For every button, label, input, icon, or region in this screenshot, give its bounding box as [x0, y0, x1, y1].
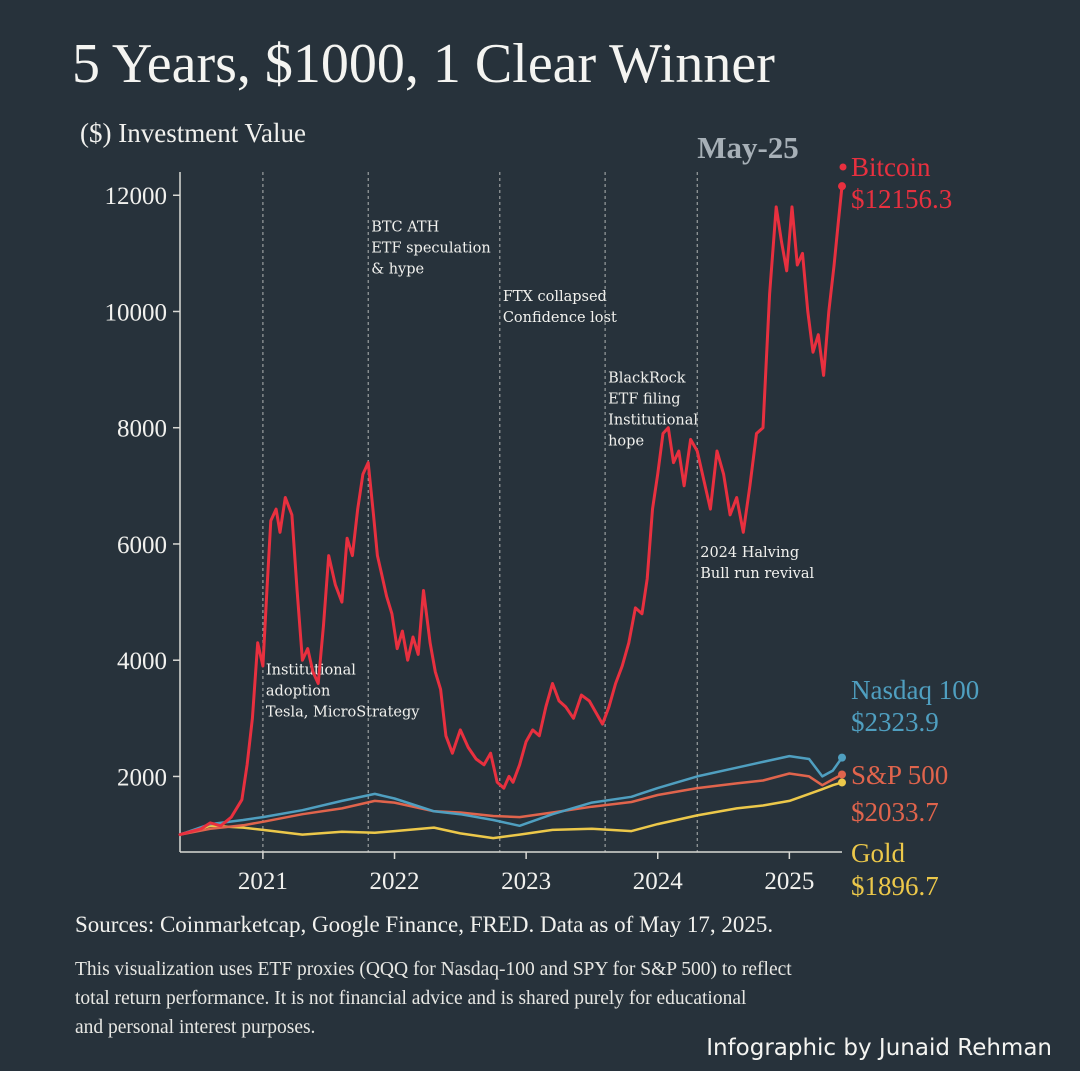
end-value-bitcoin: $12156.3 — [851, 184, 952, 214]
disclaimer-line-1: This visualization uses ETF proxies (QQQ… — [75, 959, 792, 980]
y-tick-4000: 4000 — [117, 648, 167, 675]
event-annotations: Institutional adoption Tesla, MicroStrateg… — [262, 172, 815, 852]
series-line-s-p-500 — [178, 772, 844, 836]
event-label-3-2: Confidence lost — [503, 310, 617, 326]
sources-note: Sources: Coinmarketcap, Google Finance, … — [75, 912, 773, 937]
event-label-2-1: BTC ATH — [371, 219, 439, 235]
y-axis-label: ($) Investment Value — [80, 118, 306, 148]
end-labels: Bitcoin$12156.3 Nasdaq 100$2323.9 S&P 500 $… — [839, 152, 979, 901]
x-tick-2024: 2024 — [633, 868, 684, 895]
event-label-1-2: adoption — [266, 684, 330, 700]
series-line-bitcoin — [178, 184, 844, 837]
marker-label: May-25 — [697, 130, 799, 165]
end-label-s-p-500: S&P 500 — [851, 760, 948, 790]
end-point-bitcoin — [838, 182, 846, 191]
event-label-1-1: Institutional — [266, 663, 356, 679]
x-tick-2021: 2021 — [238, 868, 288, 895]
end-value-s-p-500: $2033.7 — [851, 797, 939, 827]
series-line-gold — [178, 781, 844, 840]
end-value-nasdaq-100: $2323.9 — [851, 707, 939, 737]
event-label-2-3: & hype — [371, 261, 424, 277]
y-tick-6000: 6000 — [117, 532, 167, 559]
end-point-s-p-500 — [838, 770, 846, 779]
y-tick-8000: 8000 — [117, 416, 167, 443]
end-label-bitcoin: Bitcoin — [851, 152, 931, 182]
x-tick-2023: 2023 — [501, 868, 551, 895]
y-tick-2000: 2000 — [117, 764, 167, 791]
legend-dot-bitcoin — [839, 163, 847, 171]
event-label-4-2: ETF filing — [608, 391, 681, 407]
y-tick-10000: 10000 — [105, 299, 168, 326]
event-label-4-1: BlackRock — [608, 370, 686, 386]
credit-label: Infographic by Junaid Rehman — [706, 1035, 1052, 1061]
end-point-nasdaq-100 — [838, 753, 846, 762]
y-tick-12000: 12000 — [105, 183, 168, 210]
end-value-gold: $1896.7 — [851, 871, 939, 901]
page-title: 5 Years, $1000, 1 Clear Winner — [72, 33, 775, 95]
x-tick-2025: 2025 — [764, 868, 814, 895]
end-label-nasdaq-100: Nasdaq 100 — [851, 675, 979, 705]
disclaimer-line-3: and personal interest purposes. — [75, 1017, 315, 1038]
event-label-5-1: 2024 Halving — [700, 545, 799, 561]
event-label-1-3: Tesla, MicroStrategy — [266, 705, 420, 721]
event-label-4-4: hope — [608, 433, 644, 449]
event-label-3-1: FTX collapsed — [503, 289, 607, 305]
event-label-2-2: ETF speculation — [371, 240, 491, 256]
axes: 2000 4000 6000 8000 10000 12000 2021 2022 2023 20… — [105, 172, 842, 895]
disclaimer-line-2: total return performance. It is not fina… — [75, 988, 747, 1009]
may-25-marker: May-25 — [697, 130, 799, 165]
series-line-nasdaq-100 — [178, 754, 844, 836]
end-label-gold: Gold — [851, 838, 906, 868]
series-lines — [178, 182, 846, 840]
end-point-gold — [838, 778, 846, 787]
event-label-4-3: Institutional — [608, 412, 698, 428]
x-tick-2022: 2022 — [370, 868, 420, 895]
event-label-5-2: Bull run revival — [700, 566, 814, 582]
